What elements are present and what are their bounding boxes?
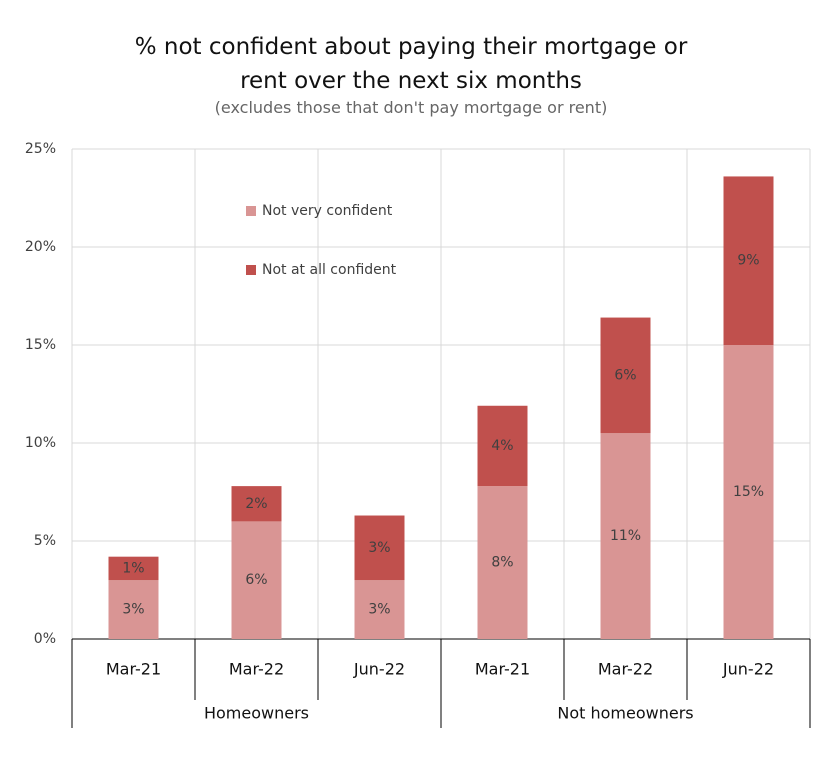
- y-tick-label: 15%: [25, 337, 56, 353]
- y-tick-label: 0%: [34, 631, 56, 647]
- data-label: 3%: [368, 540, 390, 556]
- data-label: 6%: [245, 572, 267, 588]
- bar-segment: [354, 580, 405, 639]
- data-label: 2%: [245, 496, 267, 512]
- data-label: 11%: [610, 528, 641, 544]
- legend-label: Not very confident: [262, 203, 393, 219]
- y-tick-label: 5%: [34, 533, 56, 549]
- data-label: 8%: [491, 555, 513, 571]
- bar-segment: [477, 486, 528, 639]
- bar-segment: [477, 405, 528, 487]
- data-label: 15%: [733, 484, 764, 500]
- bar-segment: [231, 521, 282, 639]
- bar-segment: [108, 556, 159, 581]
- bar-segment: [600, 433, 651, 639]
- data-label: 4%: [491, 438, 513, 454]
- data-label: 3%: [368, 602, 390, 618]
- bar-segment: [723, 176, 774, 345]
- bar-segment: [354, 515, 405, 581]
- x-tick-label: Jun-22: [353, 660, 405, 679]
- y-tick-label: 25%: [25, 141, 56, 157]
- chart-title: % not confident about paying their mortg…: [134, 34, 688, 94]
- data-label: 6%: [614, 367, 636, 383]
- data-label: 1%: [122, 560, 144, 576]
- y-tick-label: 20%: [25, 239, 56, 255]
- bar-segment: [723, 345, 774, 639]
- legend-label: Not at all confident: [262, 262, 397, 278]
- x-tick-label: Mar-22: [229, 660, 284, 679]
- group-label: Homeowners: [204, 704, 309, 723]
- x-tick-label: Jun-22: [722, 660, 774, 679]
- legend-swatch: [246, 206, 256, 216]
- data-label: 3%: [122, 602, 144, 618]
- y-tick-label: 10%: [25, 435, 56, 451]
- bar-segment: [600, 317, 651, 434]
- data-label: 9%: [737, 253, 759, 269]
- bar-segment: [108, 580, 159, 639]
- x-tick-label: Mar-21: [106, 660, 161, 679]
- x-tick-label: Mar-22: [598, 660, 653, 679]
- legend-swatch: [246, 265, 256, 275]
- chart-subtitle: (excludes those that don't pay mortgage …: [214, 98, 608, 117]
- group-label: Not homeowners: [557, 704, 693, 723]
- x-tick-label: Mar-21: [475, 660, 530, 679]
- bar-segment: [231, 486, 282, 522]
